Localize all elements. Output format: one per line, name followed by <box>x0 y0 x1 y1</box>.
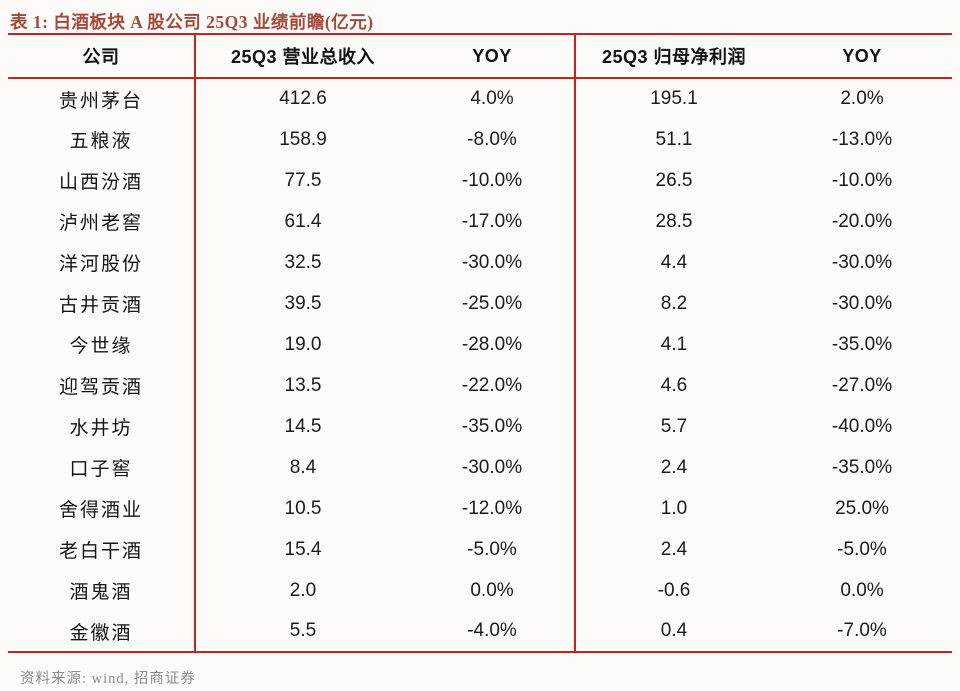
company-cell: 酒鬼酒 <box>8 570 196 611</box>
profit-cell: 8.2 <box>660 292 688 314</box>
revenue-cell: 14.5 <box>284 415 322 437</box>
table-row: 迎驾贡酒 13.5 -22.0% 4.6 -27.0% <box>8 365 952 406</box>
company-cell: 泸州老窖 <box>8 201 196 242</box>
table-row: 洋河股份 32.5 -30.0% 4.4 -30.0% <box>8 242 952 283</box>
profit-cell: 26.5 <box>655 169 693 191</box>
revenue-cell: 13.5 <box>284 374 322 396</box>
revenue-yoy-cell: -25.0% <box>410 283 576 324</box>
profit-cell: 195.1 <box>650 88 698 109</box>
table-row: 舍得酒业 10.5 -12.0% 1.0 25.0% <box>8 488 952 529</box>
profit-yoy-cell: 2.0% <box>840 88 884 109</box>
earnings-table: 公司 25Q3 营业总收入 YOY 25Q3 归母净利润 YOY 贵州茅台 41… <box>8 33 952 653</box>
profit-yoy-cell: -30.0% <box>831 251 893 273</box>
revenue-cell: 158.9 <box>279 128 327 150</box>
profit-yoy-cell: 25.0% <box>835 497 889 519</box>
profit-cell: -0.6 <box>657 579 691 601</box>
revenue-yoy-cell: -22.0% <box>410 365 576 406</box>
table-row: 五粮液 158.9 -8.0% 51.1 -13.0% <box>8 119 952 160</box>
table-row: 泸州老窖 61.4 -17.0% 28.5 -20.0% <box>8 201 952 242</box>
profit-yoy-cell: -35.0% <box>831 456 893 478</box>
profit-yoy-cell: 0.0% <box>840 579 884 601</box>
revenue-cell: 61.4 <box>284 210 322 232</box>
header-revenue-yoy: YOY <box>410 34 576 78</box>
profit-cell: 5.7 <box>660 415 688 437</box>
table-row: 老白干酒 15.4 -5.0% 2.4 -5.0% <box>8 529 952 570</box>
profit-yoy-cell: -10.0% <box>831 169 893 191</box>
revenue-yoy-cell: -28.0% <box>410 324 576 365</box>
source-note: 资料来源: wind, 招商证券 <box>20 671 196 687</box>
header-revenue: 25Q3 营业总收入 <box>230 47 376 67</box>
company-cell: 金徽酒 <box>8 611 196 652</box>
profit-cell: 2.4 <box>660 538 688 560</box>
header-profit: 25Q3 归母净利润 <box>601 47 747 67</box>
header-row: 公司 25Q3 营业总收入 YOY 25Q3 归母净利润 YOY <box>8 34 952 78</box>
revenue-yoy-cell: -10.0% <box>410 160 576 201</box>
revenue-cell: 10.5 <box>284 497 322 519</box>
company-cell: 口子窖 <box>8 447 196 488</box>
company-cell: 迎驾贡酒 <box>8 365 196 406</box>
company-cell: 五粮液 <box>8 119 196 160</box>
table-row: 贵州茅台 412.6 4.0% 195.1 2.0% <box>8 78 952 119</box>
revenue-yoy-cell: -4.0% <box>410 611 576 652</box>
revenue-yoy-cell: -5.0% <box>410 529 576 570</box>
revenue-cell: 77.5 <box>284 169 322 191</box>
revenue-cell: 2.0 <box>289 579 317 601</box>
revenue-yoy-cell: -17.0% <box>410 201 576 242</box>
revenue-yoy-cell: -8.0% <box>410 119 576 160</box>
profit-cell: 4.1 <box>660 333 688 355</box>
profit-cell: 4.6 <box>660 374 688 396</box>
profit-cell: 51.1 <box>655 128 693 150</box>
table-row: 水井坊 14.5 -35.0% 5.7 -40.0% <box>8 406 952 447</box>
company-cell: 山西汾酒 <box>8 160 196 201</box>
revenue-cell: 412.6 <box>279 88 327 109</box>
company-cell: 舍得酒业 <box>8 488 196 529</box>
company-cell: 洋河股份 <box>8 242 196 283</box>
revenue-cell: 32.5 <box>284 251 322 273</box>
table-row: 酒鬼酒 2.0 0.0% -0.6 0.0% <box>8 570 952 611</box>
revenue-cell: 39.5 <box>284 292 322 314</box>
profit-yoy-cell: -7.0% <box>837 620 887 641</box>
profit-yoy-cell: -40.0% <box>831 415 893 437</box>
table-row: 今世缘 19.0 -28.0% 4.1 -35.0% <box>8 324 952 365</box>
revenue-yoy-cell: -30.0% <box>410 447 576 488</box>
company-cell: 今世缘 <box>8 324 196 365</box>
revenue-yoy-cell: -12.0% <box>410 488 576 529</box>
profit-cell: 2.4 <box>660 456 688 478</box>
revenue-yoy-cell: -30.0% <box>410 242 576 283</box>
profit-yoy-cell: -30.0% <box>831 292 893 314</box>
profit-cell: 1.0 <box>660 497 688 519</box>
revenue-yoy-cell: 0.0% <box>410 570 576 611</box>
table-row: 古井贡酒 39.5 -25.0% 8.2 -30.0% <box>8 283 952 324</box>
company-cell: 老白干酒 <box>8 529 196 570</box>
profit-yoy-cell: -20.0% <box>831 210 893 232</box>
revenue-yoy-cell: -35.0% <box>410 406 576 447</box>
company-cell: 水井坊 <box>8 406 196 447</box>
revenue-cell: 8.4 <box>289 456 317 478</box>
profit-cell: 4.4 <box>660 251 688 273</box>
revenue-cell: 5.5 <box>289 620 317 641</box>
profit-yoy-cell: -13.0% <box>831 128 893 150</box>
revenue-cell: 19.0 <box>284 333 322 355</box>
table-title: 表 1: 白酒板块 A 股公司 25Q3 业绩前瞻(亿元) <box>10 12 374 32</box>
revenue-cell: 15.4 <box>284 538 322 560</box>
table-row: 山西汾酒 77.5 -10.0% 26.5 -10.0% <box>8 160 952 201</box>
table-row: 金徽酒 5.5 -4.0% 0.4 -7.0% <box>8 611 952 652</box>
profit-yoy-cell: -5.0% <box>837 538 887 560</box>
header-company: 公司 <box>8 34 196 78</box>
profit-yoy-cell: -27.0% <box>831 374 893 396</box>
profit-cell: 28.5 <box>655 210 693 232</box>
company-cell: 古井贡酒 <box>8 283 196 324</box>
header-profit-yoy: YOY <box>842 45 882 66</box>
company-cell: 贵州茅台 <box>8 78 196 119</box>
table-row: 口子窖 8.4 -30.0% 2.4 -35.0% <box>8 447 952 488</box>
profit-cell: 0.4 <box>660 620 688 641</box>
profit-yoy-cell: -35.0% <box>831 333 893 355</box>
revenue-yoy-cell: 4.0% <box>410 78 576 119</box>
